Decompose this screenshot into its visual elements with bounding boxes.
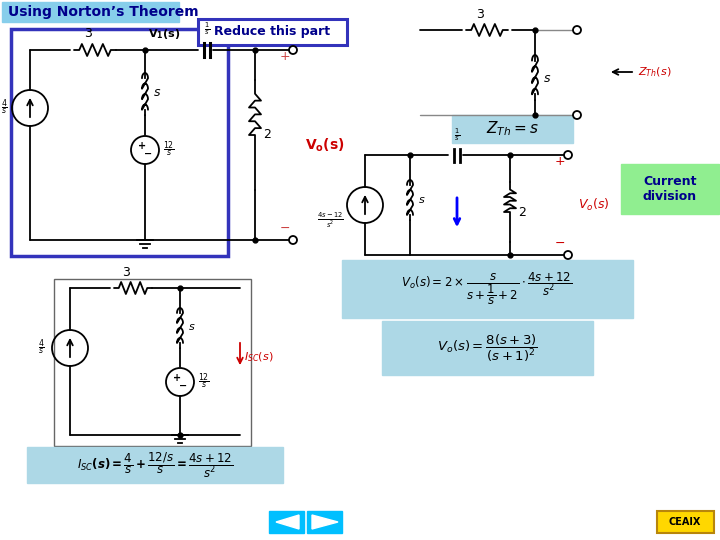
Text: $s$: $s$	[188, 322, 196, 332]
FancyBboxPatch shape	[54, 279, 251, 446]
Circle shape	[289, 46, 297, 54]
Text: $\boldsymbol{I_{SC}(s) = \dfrac{4}{s} + \dfrac{12/s}{s} = \dfrac{4s+12}{s^2}}$: $\boldsymbol{I_{SC}(s) = \dfrac{4}{s} + …	[77, 450, 233, 480]
Circle shape	[564, 151, 572, 159]
FancyBboxPatch shape	[27, 447, 283, 483]
FancyBboxPatch shape	[269, 511, 304, 533]
Text: −: −	[280, 222, 290, 235]
FancyBboxPatch shape	[198, 19, 347, 45]
FancyBboxPatch shape	[342, 260, 633, 318]
Text: $Z_{Th}(s)$: $Z_{Th}(s)$	[638, 65, 672, 79]
Circle shape	[564, 251, 572, 259]
Circle shape	[573, 26, 581, 34]
Text: $\mathbf{V_o(s)}$: $\mathbf{V_o(s)}$	[305, 136, 345, 154]
Text: $V_o(s)$: $V_o(s)$	[578, 197, 609, 213]
Text: $\frac{12}{s}$: $\frac{12}{s}$	[198, 372, 210, 392]
Text: 2: 2	[518, 206, 526, 219]
Text: $s$: $s$	[418, 195, 426, 205]
Text: +: +	[554, 155, 565, 168]
Text: Reduce this part: Reduce this part	[214, 25, 330, 38]
Text: −: −	[554, 237, 565, 250]
Circle shape	[573, 111, 581, 119]
Text: $\frac{1}{s}$: $\frac{1}{s}$	[204, 20, 210, 37]
Text: $Z_{Th} = s$: $Z_{Th} = s$	[485, 120, 539, 138]
Text: 2: 2	[263, 129, 271, 141]
Text: $V_o(s) = \dfrac{8(s+3)}{(s+1)^2}$: $V_o(s) = \dfrac{8(s+3)}{(s+1)^2}$	[436, 332, 538, 363]
FancyBboxPatch shape	[452, 115, 573, 143]
Text: $\frac{12}{s}$: $\frac{12}{s}$	[163, 140, 175, 160]
Text: $\frac{4}{s}$: $\frac{4}{s}$	[38, 338, 45, 358]
FancyBboxPatch shape	[2, 2, 179, 22]
Text: Using Norton’s Theorem: Using Norton’s Theorem	[8, 5, 199, 19]
FancyBboxPatch shape	[657, 511, 714, 533]
Text: $\mathbf{V_1(s)}$: $\mathbf{V_1(s)}$	[148, 27, 180, 41]
FancyBboxPatch shape	[382, 321, 593, 375]
Text: $V_o(s) = 2 \times \dfrac{s}{s + \dfrac{1}{s} + 2} \cdot \dfrac{4s+12}{s^2}$: $V_o(s) = 2 \times \dfrac{s}{s + \dfrac{…	[402, 271, 572, 307]
FancyBboxPatch shape	[307, 511, 342, 533]
Text: $s$: $s$	[153, 85, 161, 98]
Text: 3: 3	[84, 27, 92, 40]
Text: −: −	[144, 149, 152, 159]
FancyBboxPatch shape	[11, 29, 228, 256]
Text: $I_{SC}(s)$: $I_{SC}(s)$	[244, 350, 274, 364]
Text: $s$: $s$	[543, 71, 552, 84]
Circle shape	[289, 236, 297, 244]
FancyBboxPatch shape	[621, 164, 719, 214]
Polygon shape	[276, 515, 299, 529]
Text: 3: 3	[476, 8, 484, 21]
Text: $\frac{4s-12}{s^2}$: $\frac{4s-12}{s^2}$	[317, 210, 343, 230]
Text: $\frac{4}{s}$: $\frac{4}{s}$	[1, 98, 8, 118]
Text: −: −	[179, 381, 187, 391]
Text: Current
division: Current division	[643, 175, 697, 203]
Text: +: +	[279, 50, 290, 63]
Text: $\frac{1}{s}$: $\frac{1}{s}$	[454, 126, 460, 143]
Text: +: +	[173, 373, 181, 383]
Text: CEAIX: CEAIX	[669, 517, 701, 527]
Polygon shape	[312, 515, 338, 529]
Text: +: +	[138, 141, 146, 151]
Text: 3: 3	[122, 266, 130, 279]
